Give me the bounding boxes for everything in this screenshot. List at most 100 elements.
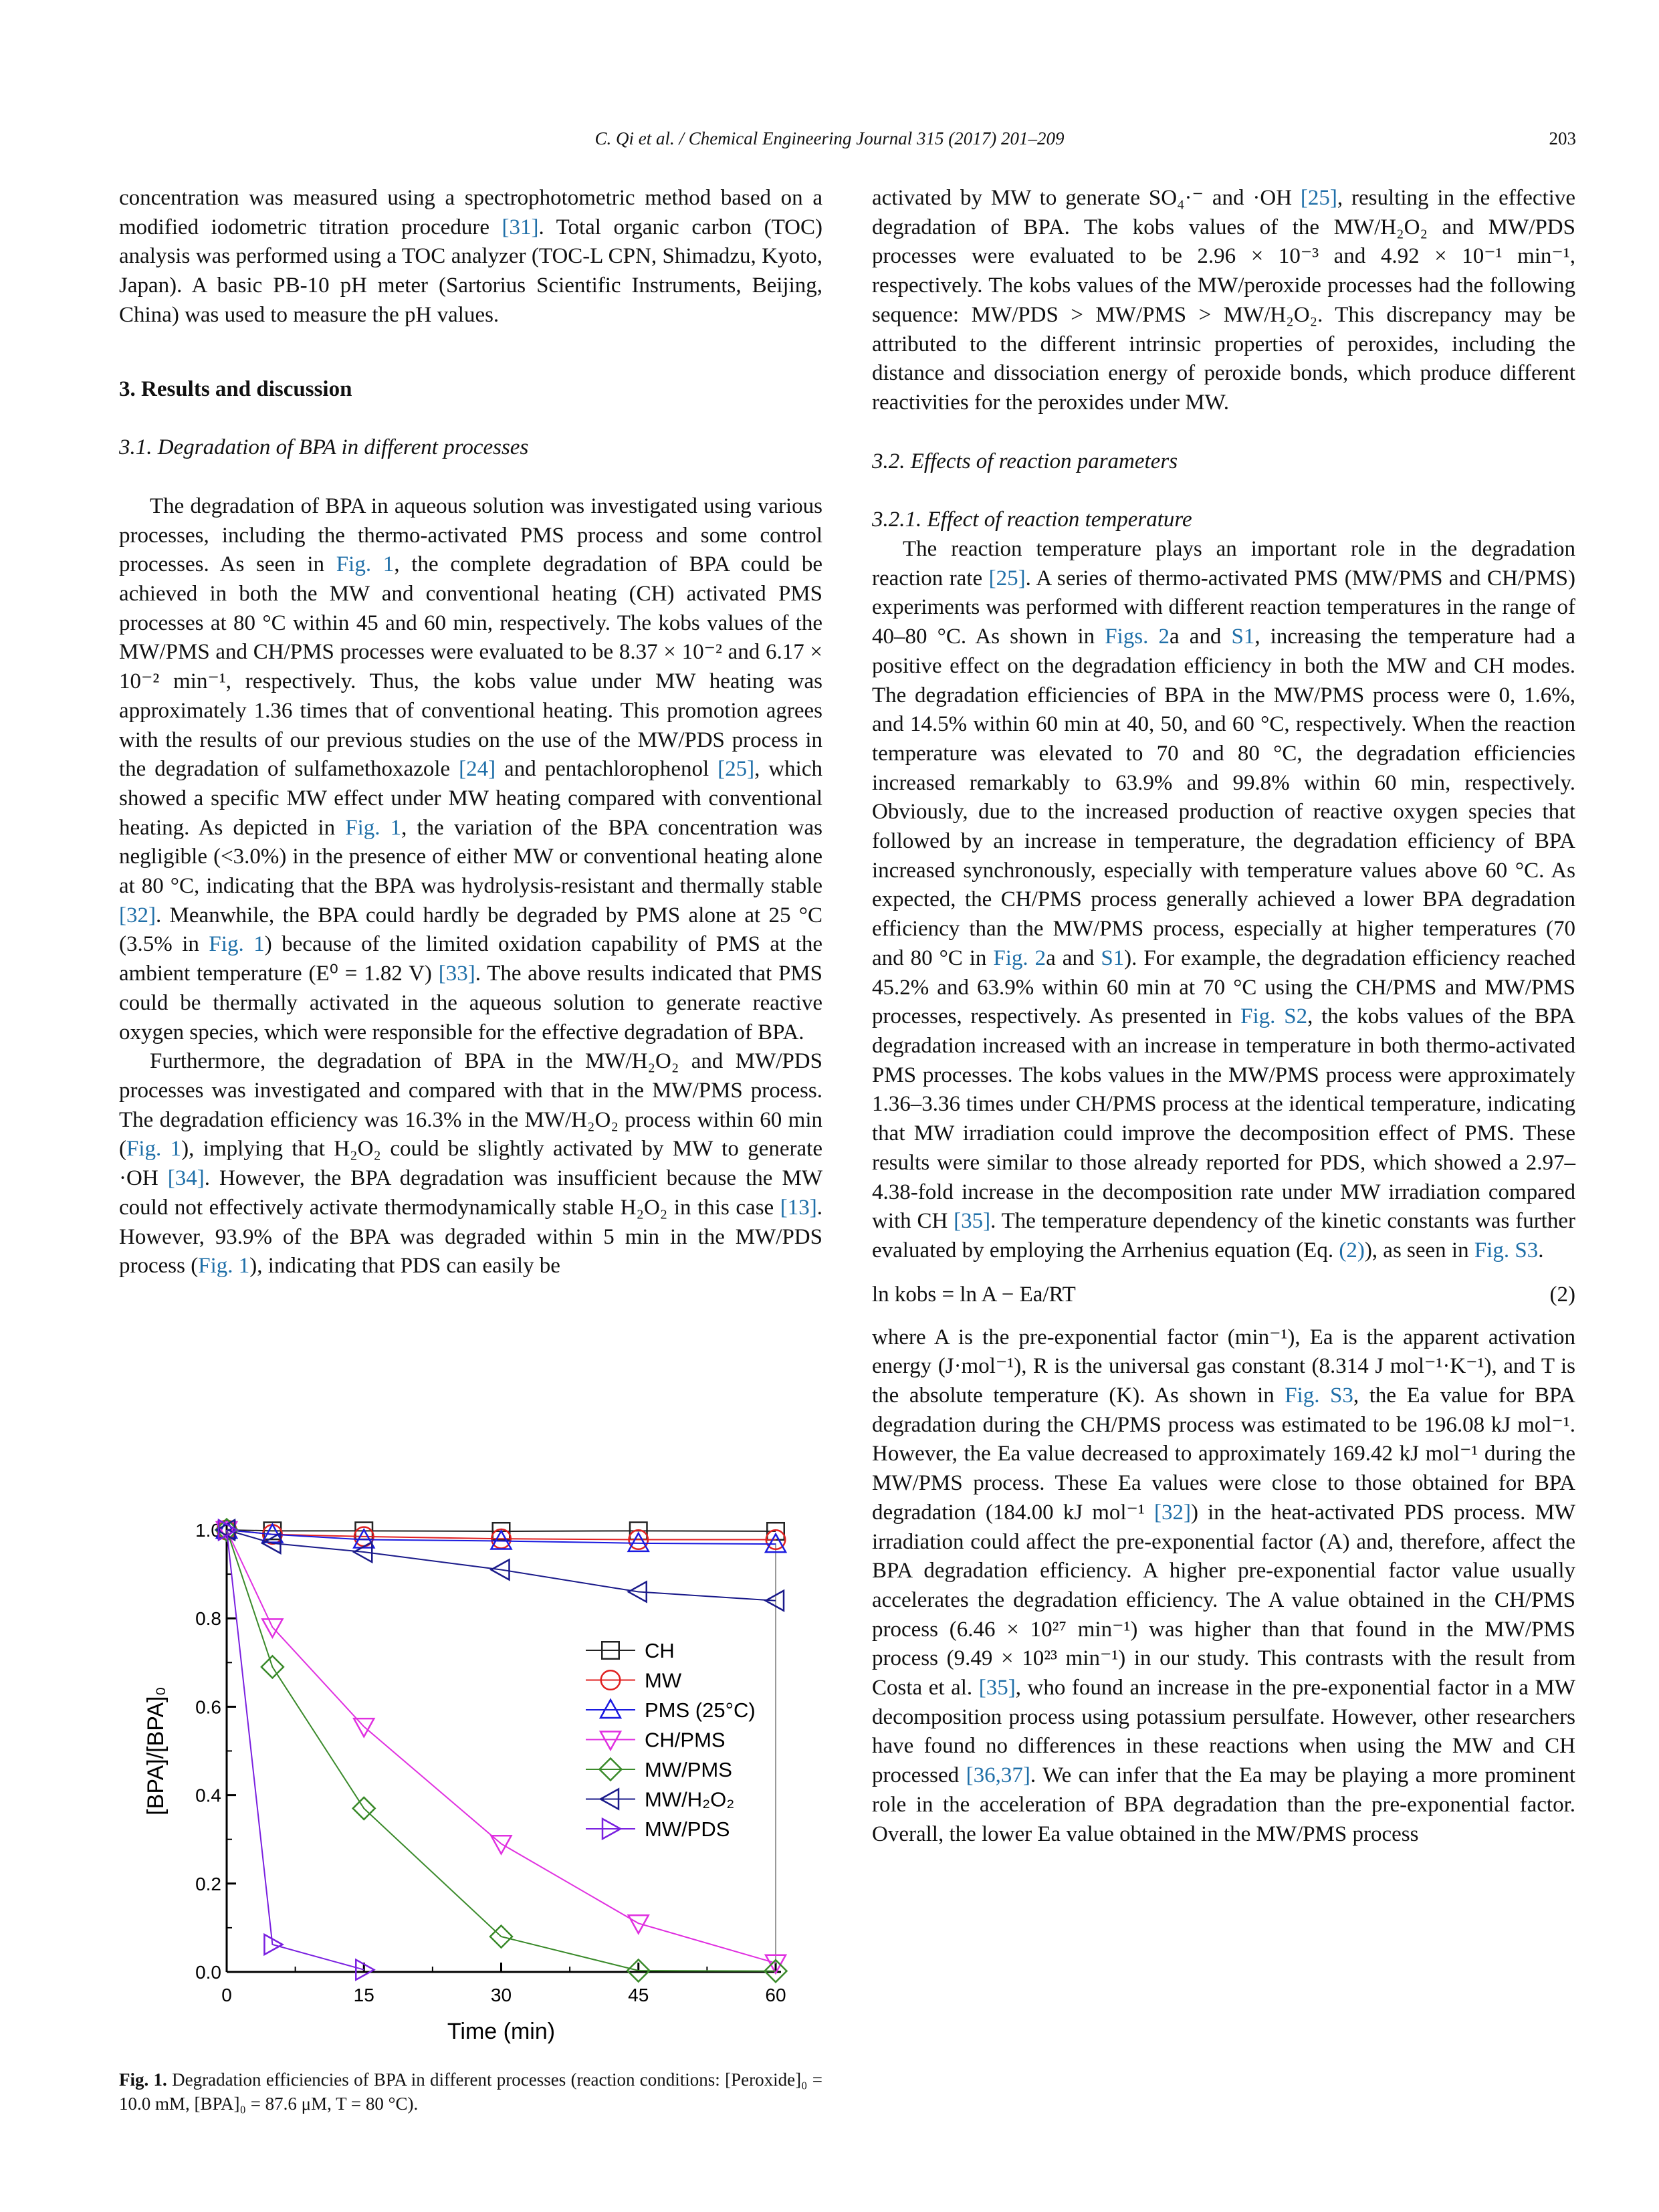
caption-label: Fig. 1.: [119, 2070, 167, 2090]
x-tick-label: 45: [628, 1985, 649, 2005]
x-tick-label: 30: [491, 1985, 512, 2005]
legend-label-mw-pms: MW/PMS: [645, 1758, 732, 1781]
legend-label-mw-pds: MW/PDS: [645, 1817, 730, 1841]
subsection-heading: 3.1. Degradation of BPA in different pro…: [119, 435, 529, 460]
page-number: 203: [1549, 128, 1577, 148]
running-header: C. Qi et al. / Chemical Engineering Jour…: [594, 128, 1065, 148]
equation: ln kobs = ln A − Ea/RT: [872, 1282, 1076, 1307]
data-point-pms-25-c: [489, 1529, 513, 1550]
paragraph: concentration was measured using a spect…: [119, 186, 822, 327]
legend-label-ch-pms: CH/PMS: [645, 1729, 726, 1752]
data-point-pms-25-c: [627, 1531, 650, 1553]
data-point-pms-25-c: [352, 1527, 376, 1549]
left-column: concentration was measured using a spect…: [119, 184, 822, 1281]
citation-link[interactable]: [36,37]: [966, 1763, 1030, 1788]
series-line-ch: [226, 1529, 776, 1532]
data-point-pms-25-c: [764, 1532, 788, 1553]
x-axis-label: Time (min): [447, 2019, 555, 2044]
citation-link[interactable]: [13]: [780, 1195, 817, 1220]
citation-link[interactable]: [24]: [459, 757, 496, 782]
data-point-pms-25-c: [261, 1523, 284, 1543]
data-point-mw-pms: [763, 1959, 788, 1983]
x-tick-label: 60: [765, 1985, 786, 2005]
legend-label-mw-h2o2: MW/H₂O₂: [645, 1788, 734, 1811]
citation-link[interactable]: Fig. 2: [993, 946, 1046, 970]
citation-link[interactable]: S1: [1231, 625, 1255, 649]
figure-caption: Fig. 1. Degradation efficiencies of BPA …: [119, 2068, 822, 2116]
citation-link[interactable]: S1: [1101, 946, 1125, 970]
citation-link[interactable]: [35]: [978, 1676, 1016, 1700]
data-point-mw-h2o2: [627, 1580, 647, 1603]
legend-label-ch: CH: [645, 1639, 675, 1662]
citation-link[interactable]: Fig. S2: [1240, 1004, 1308, 1029]
legend-label-pms-25-c: PMS (25°C): [645, 1698, 756, 1722]
series-line-mw-pds: [226, 1529, 364, 1971]
data-point-mw-pms: [351, 1796, 376, 1821]
data-point-mw: [628, 1529, 649, 1551]
legend-label-mw: MW: [645, 1669, 682, 1692]
series-line-ch-pms: [226, 1529, 776, 1964]
x-tick-label: 15: [354, 1985, 374, 2005]
y-tick-label: 0.0: [195, 1962, 221, 1983]
citation-link[interactable]: [25]: [988, 566, 1026, 590]
data-point-pms-25-c: [215, 1518, 239, 1539]
citation-link[interactable]: Fig. 1: [345, 815, 402, 840]
data-point-mw-pds: [217, 1518, 239, 1542]
data-point-mw-pds: [355, 1958, 376, 1981]
paragraph: The reaction temperature plays an import…: [872, 537, 1576, 1262]
citation-link[interactable]: [33]: [438, 962, 475, 986]
data-point-mw-h2o2: [215, 1518, 236, 1542]
section-heading: 3. Results and discussion: [119, 376, 352, 401]
citation-link[interactable]: Figs. 2: [1105, 625, 1170, 649]
citation-link[interactable]: Fig. 1: [209, 932, 265, 957]
citation-link[interactable]: [25]: [1300, 186, 1337, 210]
caption-text: Degradation efficiencies of BPA in diffe…: [119, 2070, 823, 2114]
data-point-ch-pms: [489, 1835, 513, 1856]
legend-marker-mw-h2o2: [598, 1787, 620, 1811]
legend-marker-ch-pms: [598, 1731, 623, 1752]
y-axis-label: [BPA]/[BPA]₀: [143, 1686, 169, 1815]
citation-link[interactable]: [32]: [1154, 1500, 1191, 1525]
data-point-mw-pds: [263, 1932, 284, 1957]
legend-marker-ch: [601, 1641, 620, 1660]
right-column: activated by MW to generate SO₄·⁻ and ·O…: [872, 184, 1575, 1849]
paragraph: Furthermore, the degradation of BPA in t…: [119, 1049, 822, 1279]
citation-link[interactable]: [25]: [717, 757, 755, 782]
series-line-mw-pms: [226, 1529, 776, 1972]
citation-link[interactable]: Fig. 1: [336, 552, 395, 577]
paragraph: activated by MW to generate SO₄·⁻ and ·O…: [872, 186, 1575, 415]
data-point-mw-pms: [489, 1924, 514, 1949]
data-point-ch: [491, 1521, 511, 1541]
citation-link[interactable]: Fig. S3: [1474, 1238, 1539, 1262]
citation-link[interactable]: Fig. 1: [126, 1137, 182, 1162]
citation-link[interactable]: Fig. S3: [1285, 1384, 1353, 1408]
y-tick-label: 0.4: [195, 1785, 221, 1806]
data-point-mw-h2o2: [489, 1558, 510, 1581]
citation-link[interactable]: [32]: [119, 903, 156, 927]
citation-link[interactable]: (2): [1339, 1238, 1365, 1262]
paragraph: where A is the pre-exponential factor (m…: [872, 1325, 1576, 1846]
subsection-heading: 3.2. Effects of reaction parameters: [872, 449, 1178, 473]
citation-link[interactable]: Fig. 1: [198, 1254, 250, 1279]
citation-link[interactable]: [34]: [167, 1166, 205, 1191]
legend-marker-mw: [600, 1670, 621, 1690]
legend-marker-pms-25-c: [598, 1698, 623, 1719]
legend-marker-mw-pms: [598, 1757, 623, 1782]
y-tick-label: 0.2: [195, 1874, 221, 1894]
data-point-mw-pms: [260, 1654, 285, 1680]
y-tick-label: 0.8: [195, 1608, 221, 1629]
y-tick-label: 0.6: [195, 1696, 221, 1717]
data-point-ch-pms: [261, 1618, 284, 1639]
data-point-mw-h2o2: [764, 1589, 785, 1612]
data-point-mw-pms: [626, 1958, 651, 1983]
x-tick-label: 0: [221, 1985, 232, 2005]
citation-link[interactable]: [35]: [954, 1209, 991, 1234]
data-point-ch-pms: [352, 1717, 376, 1739]
paragraph: The degradation of BPA in aqueous soluti…: [119, 493, 823, 1044]
data-point-mw-h2o2: [352, 1540, 373, 1564]
legend-marker-mw-pds: [601, 1817, 623, 1841]
equation-number: (2): [1549, 1282, 1575, 1307]
citation-link[interactable]: [31]: [502, 215, 539, 239]
subsubsection-heading: 3.2.1. Effect of reaction temperature: [872, 508, 1192, 532]
